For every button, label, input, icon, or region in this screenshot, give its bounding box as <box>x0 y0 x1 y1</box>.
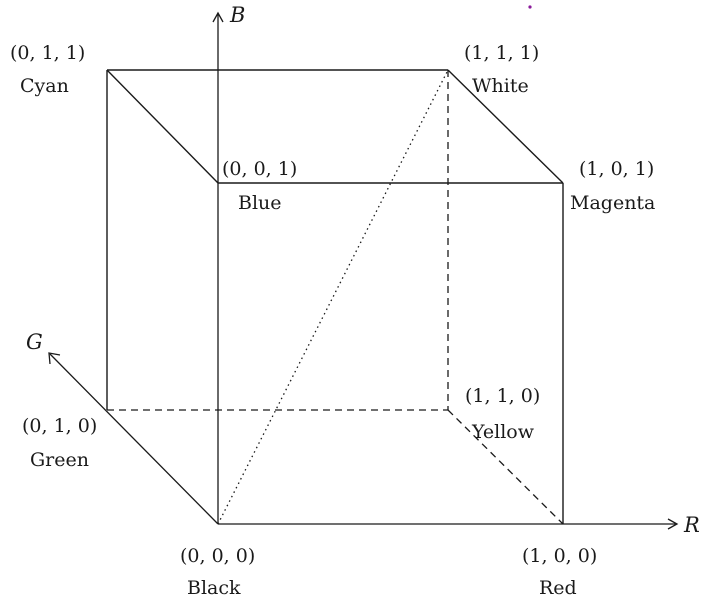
vertex-labels: (0, 1, 1) Cyan (1, 1, 1) White (0, 0, 1)… <box>10 42 655 598</box>
black-name-label: Black <box>187 577 241 598</box>
cube-hidden-edges <box>107 70 564 525</box>
red-coord-label: (1, 0, 0) <box>522 545 597 567</box>
axes <box>48 11 679 530</box>
g-axis-arrowhead <box>48 352 61 365</box>
b-axis-label: B <box>229 3 245 27</box>
white-name-label: White <box>472 75 529 97</box>
edge-white-magenta <box>447 69 564 184</box>
green-name-label: Green <box>30 449 89 471</box>
magenta-coord-label: (1, 0, 1) <box>579 158 654 180</box>
blue-name-label: Blue <box>238 192 282 214</box>
g-axis-line <box>49 353 219 525</box>
edge-cyan-blue <box>106 69 219 184</box>
black-coord-label: (0, 0, 0) <box>180 545 255 567</box>
stray-dot <box>528 5 532 9</box>
b-axis-arrowhead <box>212 11 224 23</box>
magenta-name-label: Magenta <box>570 192 655 214</box>
r-axis-label: R <box>683 513 700 537</box>
r-axis-arrowhead <box>667 518 679 530</box>
yellow-coord-label: (1, 1, 0) <box>465 385 540 407</box>
cube-visible-edges <box>106 69 564 524</box>
yellow-name-label: Yellow <box>471 421 535 443</box>
edge-yellow-red <box>447 409 564 525</box>
blue-coord-label: (0, 0, 1) <box>222 158 297 180</box>
white-coord-label: (1, 1, 1) <box>464 42 539 64</box>
cyan-coord-label: (0, 1, 1) <box>10 42 85 64</box>
grayscale-diagonal <box>217 69 449 525</box>
green-coord-label: (0, 1, 0) <box>22 415 97 437</box>
g-axis-label: G <box>26 330 43 354</box>
cyan-name-label: Cyan <box>20 75 69 97</box>
red-name-label: Red <box>539 577 577 598</box>
